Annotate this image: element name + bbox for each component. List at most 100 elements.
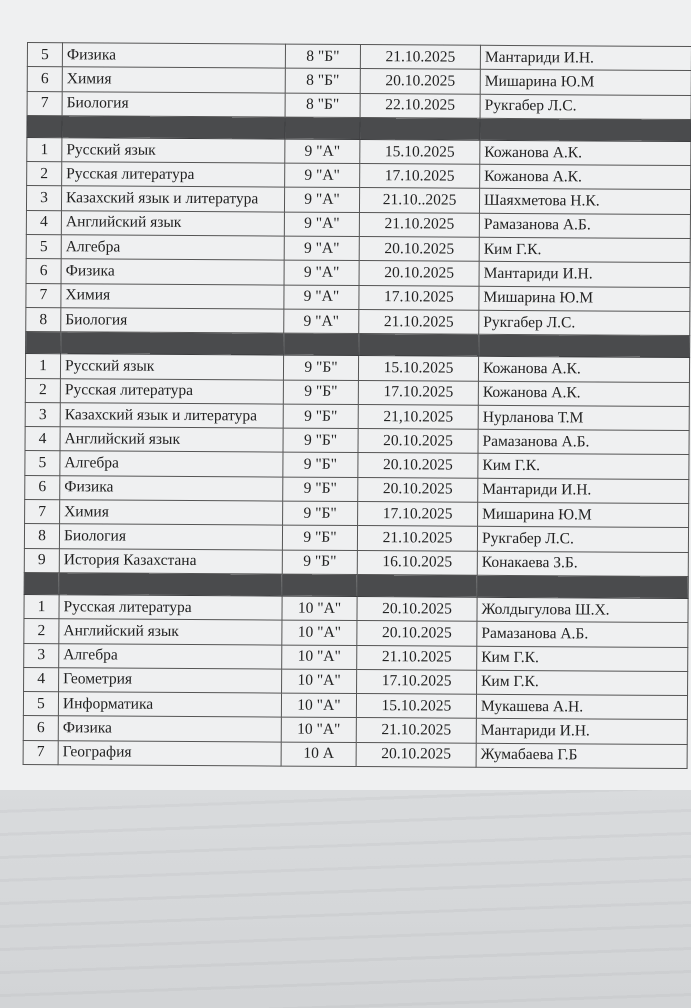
date-cell: 17.10.2025 (358, 285, 480, 311)
class-cell: 10 А (281, 741, 357, 767)
date-cell: 20.10.2025 (356, 596, 478, 622)
subject-cell: Химия (59, 499, 283, 526)
row-number: 7 (24, 499, 60, 525)
separator-cell (358, 333, 479, 357)
subject-cell: Английский язык (58, 618, 282, 645)
subject-cell: Геометрия (58, 667, 282, 694)
teacher-cell: Жолдыгулова Ш.Х. (476, 597, 689, 623)
row-number: 4 (25, 426, 61, 452)
class-cell: 9 "Б" (283, 379, 359, 405)
date-cell: 20.10.2025 (356, 742, 477, 768)
teacher-cell: Нурланова Т.М (478, 405, 690, 431)
subject-cell: Биология (59, 524, 283, 550)
teacher-cell: Рамазанова А.Б. (479, 213, 691, 239)
row-number: 2 (25, 378, 61, 403)
teacher-cell: Рукгабер Л.С. (477, 526, 689, 553)
date-cell: 16.10.2025 (357, 550, 478, 576)
class-cell: 10 "А" (281, 644, 357, 670)
date-cell: 20.10.2025 (356, 620, 477, 646)
subject-cell: Алгебра (58, 643, 282, 669)
teacher-cell: Кожанова А.К. (478, 380, 690, 407)
date-cell: 21.10.2025 (360, 44, 481, 70)
teacher-cell: Мукашева А.Н. (476, 694, 688, 720)
class-cell: 9 "Б" (282, 549, 358, 575)
separator-cell (282, 574, 358, 597)
separator-cell (359, 117, 481, 141)
separator-cell (283, 333, 359, 356)
date-cell: 20.10.2025 (360, 68, 481, 94)
subject-cell: География (58, 740, 282, 767)
exam-schedule-table: 5 Физика 8 "Б" 21.10.2025 Мантариди И.Н. 6 Хим… (23, 42, 691, 769)
subject-cell: Физика (59, 475, 283, 502)
row-number: 5 (24, 450, 61, 476)
table-row: 7 География 10 А 20.10.2025 Жумабаева Г.Б (23, 740, 688, 769)
teacher-cell: Ким Г.К. (479, 237, 691, 263)
row-number: 1 (26, 137, 62, 162)
class-cell: 9 "Б" (283, 355, 359, 381)
date-cell: 15.10.2025 (358, 355, 479, 381)
teacher-cell: Шаяхметова Н.К. (479, 188, 691, 215)
separator-cell (59, 572, 283, 597)
teacher-cell: Мишарина Ю.М (478, 285, 691, 312)
class-cell: 9 "Б" (283, 403, 359, 429)
class-cell: 9 "Б" (282, 428, 359, 453)
teacher-cell: Мантариди И.Н. (480, 45, 691, 71)
subject-cell: Казахский язык и литература (61, 186, 285, 212)
separator-cell (25, 331, 61, 354)
date-cell: 22.10.2025 (360, 93, 481, 119)
date-cell: 15.10.2025 (356, 693, 477, 719)
subject-cell: Русский язык (61, 137, 285, 164)
class-cell: 9 "А" (284, 163, 360, 189)
class-cell: 8 "Б" (285, 44, 361, 69)
teacher-cell: Кожанова А.К. (479, 140, 691, 166)
date-cell: 21.10.2025 (357, 525, 478, 551)
teacher-cell: Мантариди И.Н. (476, 718, 688, 745)
class-cell: 9 "Б" (282, 452, 358, 478)
class-cell: 8 "Б" (285, 68, 361, 94)
separator-cell (479, 118, 691, 142)
row-number: 3 (26, 185, 62, 211)
subject-cell: Алгебра (61, 234, 285, 261)
separator-cell (60, 331, 284, 356)
row-number: 2 (23, 618, 59, 644)
class-cell: 9 "А" (283, 284, 360, 310)
separator-cell (478, 334, 690, 358)
class-cell: 8 "Б" (285, 92, 361, 118)
row-number: 6 (26, 258, 62, 284)
class-cell: 9 "А" (284, 211, 360, 237)
teacher-cell: Мантариди И.Н. (479, 261, 691, 288)
row-number: 6 (24, 475, 60, 500)
subject-cell: Русский язык (60, 353, 284, 380)
date-cell: 20.10.2025 (357, 477, 478, 503)
row-number: 6 (27, 66, 63, 92)
row-number: 8 (24, 523, 60, 549)
subject-cell: Английский язык (61, 210, 285, 237)
date-cell: 21.10.2025 (356, 645, 477, 671)
class-cell: 9 "Б" (282, 476, 358, 502)
teacher-cell: Рукгабер Л.С. (480, 93, 691, 120)
document-page: 5 Физика 8 "Б" 21.10.2025 Мантариди И.Н. 6 Хим… (0, 0, 691, 790)
teacher-cell: Кожанова А.К. (479, 164, 691, 191)
subject-cell: Физика (61, 259, 285, 285)
date-cell: 17.10.2025 (359, 163, 480, 189)
subject-cell: Русская литература (61, 161, 285, 188)
teacher-cell: Рукгабер Л.С. (478, 310, 690, 336)
teacher-cell: Мишарина Ю.М (477, 502, 689, 528)
subject-cell: Русская литература (60, 378, 284, 404)
row-number: 3 (25, 402, 61, 427)
class-cell: 9 "А" (284, 260, 360, 286)
separator-cell (61, 115, 286, 139)
subject-cell: Физика (58, 716, 282, 742)
row-number: 4 (26, 210, 62, 235)
row-number: 1 (25, 353, 61, 379)
teacher-cell: Ким Г.К. (476, 670, 688, 696)
subject-cell: Биология (60, 307, 284, 334)
class-cell: 10 "А" (281, 693, 357, 718)
class-cell: 9 "А" (283, 309, 359, 334)
teacher-cell: Жумабаева Г.Б (476, 742, 688, 769)
teacher-cell: Мишарина Ю.М (480, 69, 691, 96)
teacher-cell: Ким Г.К. (476, 645, 688, 672)
row-number: 3 (23, 643, 59, 668)
date-cell: 20.10.2025 (359, 260, 480, 286)
date-cell: 20.10.2025 (357, 452, 478, 479)
